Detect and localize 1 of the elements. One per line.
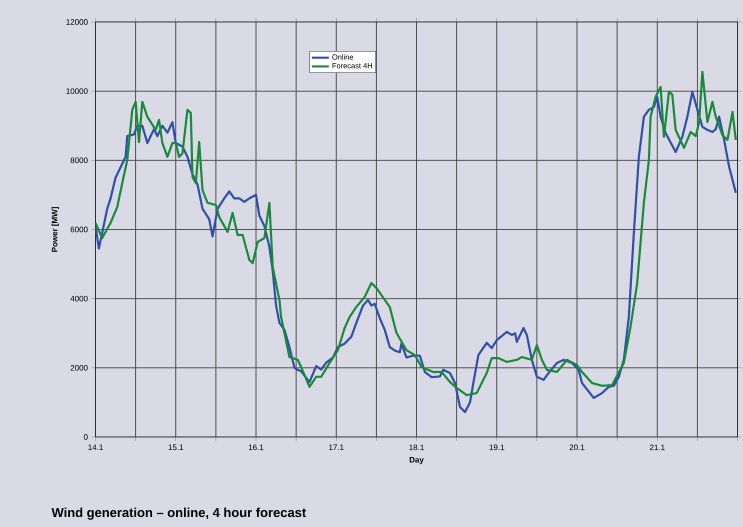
- text: Wind generation – online, 4 hour forecast: [52, 508, 306, 520]
